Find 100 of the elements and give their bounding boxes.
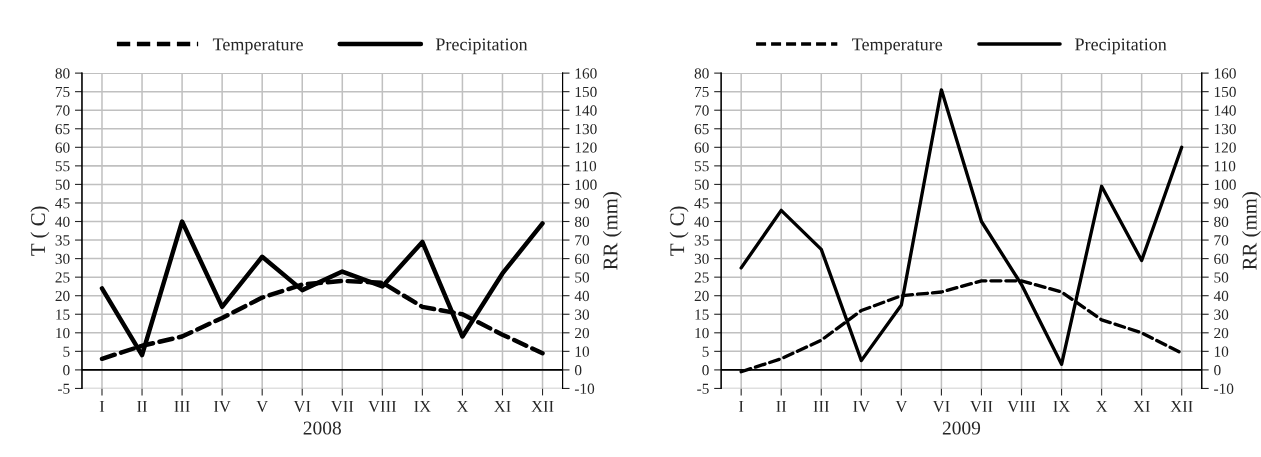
y2-tick-label: 120: [1214, 142, 1236, 153]
x-tick-label: VI: [932, 400, 950, 413]
y2-tick-label: 70: [1214, 235, 1229, 246]
x-tick-label: IX: [414, 400, 431, 412]
y-tick-label: 75: [695, 86, 709, 98]
y2-tick-label: 90: [1214, 198, 1229, 209]
y-tick-label: 5: [63, 346, 70, 357]
y2-tick-label: 0: [1214, 365, 1221, 376]
y2-tick-label: 30: [575, 309, 590, 320]
y2-tick-label: 110: [575, 161, 597, 172]
y-tick-label: 5: [702, 346, 709, 357]
y-tick-label: 0: [63, 365, 70, 376]
x-tick-label: X: [456, 400, 469, 412]
y2-tick-label: 20: [575, 327, 590, 339]
y2-tick-label: 60: [1214, 253, 1229, 265]
x-tick-label: V: [256, 400, 269, 413]
y-tick-label: 75: [55, 86, 70, 98]
y-tick-label: 10: [695, 327, 709, 339]
y2-tick-label: 120: [575, 142, 597, 153]
y-axis-title: T ( C): [669, 206, 689, 256]
y2-tick-label: 30: [1214, 309, 1229, 320]
y2-axis-title: RR (mm): [602, 192, 622, 270]
legend-label: Temperature: [852, 38, 943, 55]
y-tick-label: 65: [55, 123, 70, 135]
y-tick-label: -5: [697, 383, 709, 394]
x-tick-label: IV: [213, 400, 231, 413]
y-tick-label: 30: [694, 253, 709, 265]
y2-tick-label: 50: [575, 272, 590, 283]
x-tick-label: II: [137, 400, 147, 412]
y2-tick-label: 90: [574, 198, 590, 209]
y2-tick-label: 140: [1214, 105, 1236, 116]
y-tick-label: 15: [56, 309, 70, 320]
y-tick-label: 15: [695, 309, 709, 320]
y2-tick-label: 40: [1213, 290, 1229, 302]
legend-label: Temperature: [212, 38, 303, 55]
y-tick-label: 80: [694, 68, 709, 79]
y2-tick-label: 80: [1214, 216, 1229, 227]
x-tick-label: VI: [293, 400, 311, 413]
y-tick-label: 20: [694, 290, 709, 302]
y2-tick-label: 0: [574, 365, 582, 376]
y-tick-label: 55: [694, 161, 709, 172]
y2-axis-title: RR (mm): [1242, 192, 1261, 270]
legend-label: Precipitation: [435, 38, 528, 55]
x-tick-label: XII: [1170, 400, 1193, 412]
y-tick-label: 20: [55, 290, 70, 302]
y-tick-label: 50: [694, 179, 709, 190]
y2-tick-label: -10: [1214, 383, 1234, 394]
x-axis-title: 2009: [942, 421, 981, 435]
y-tick-label: 50: [55, 179, 70, 190]
y-tick-label: -5: [58, 383, 70, 394]
x-tick-label: VIII: [1007, 400, 1036, 413]
x-tick-label: V: [895, 400, 908, 413]
x-tick-label: I: [739, 400, 744, 412]
y2-tick-label: 130: [1214, 123, 1236, 135]
x-tick-label: XI: [1133, 400, 1150, 412]
y-tick-label: 70: [55, 105, 70, 116]
y-tick-label: 60: [55, 142, 70, 153]
y-tick-label: 60: [694, 142, 709, 153]
y2-tick-label: 150: [1214, 86, 1236, 98]
y-tick-label: 25: [55, 272, 70, 283]
y2-tick-label: 10: [575, 346, 590, 357]
y-tick-label: 45: [694, 198, 709, 209]
x-tick-label: X: [1095, 400, 1108, 412]
y2-tick-label: 60: [575, 253, 590, 265]
y2-tick-label: 40: [574, 290, 590, 302]
y-tick-label: 70: [695, 105, 709, 116]
y-tick-label: 30: [55, 253, 70, 265]
x-tick-label: XII: [531, 400, 554, 412]
y2-tick-label: 140: [575, 105, 597, 116]
y-tick-label: 80: [55, 68, 70, 79]
y-axis-title: T ( C): [30, 206, 50, 256]
x-axis-title: 2008: [303, 421, 341, 435]
x-tick-label: II: [776, 400, 787, 412]
y2-tick-label: 130: [575, 123, 597, 135]
y2-tick-label: 160: [575, 68, 597, 79]
line-series: [99, 219, 545, 358]
y2-tick-label: -10: [574, 383, 595, 394]
y2-tick-label: 100: [575, 179, 597, 190]
y-tick-label: 0: [702, 365, 709, 376]
y2-tick-label: 150: [575, 86, 597, 98]
y2-tick-label: 70: [575, 235, 590, 246]
x-tick-label: III: [813, 400, 830, 412]
x-tick-label: VIII: [368, 400, 397, 413]
y-tick-label: 35: [694, 235, 709, 246]
y-tick-label: 35: [55, 235, 70, 246]
x-tick-label: VII: [330, 400, 354, 413]
y2-tick-label: 110: [1214, 161, 1236, 172]
y-tick-label: 65: [694, 123, 709, 135]
x-tick-label: IV: [853, 400, 870, 413]
y-tick-label: 40: [55, 216, 70, 227]
x-tick-label: I: [99, 400, 105, 412]
y-tick-label: 25: [694, 272, 709, 283]
y-tick-label: 55: [55, 161, 70, 172]
y2-tick-label: 80: [574, 216, 590, 227]
y-tick-label: 10: [56, 327, 70, 339]
y2-tick-label: 20: [1214, 327, 1229, 339]
x-tick-label: VII: [970, 400, 993, 413]
y2-tick-label: 100: [1214, 179, 1236, 190]
y-tick-label: 40: [694, 216, 709, 227]
y-tick-label: 45: [55, 198, 70, 209]
